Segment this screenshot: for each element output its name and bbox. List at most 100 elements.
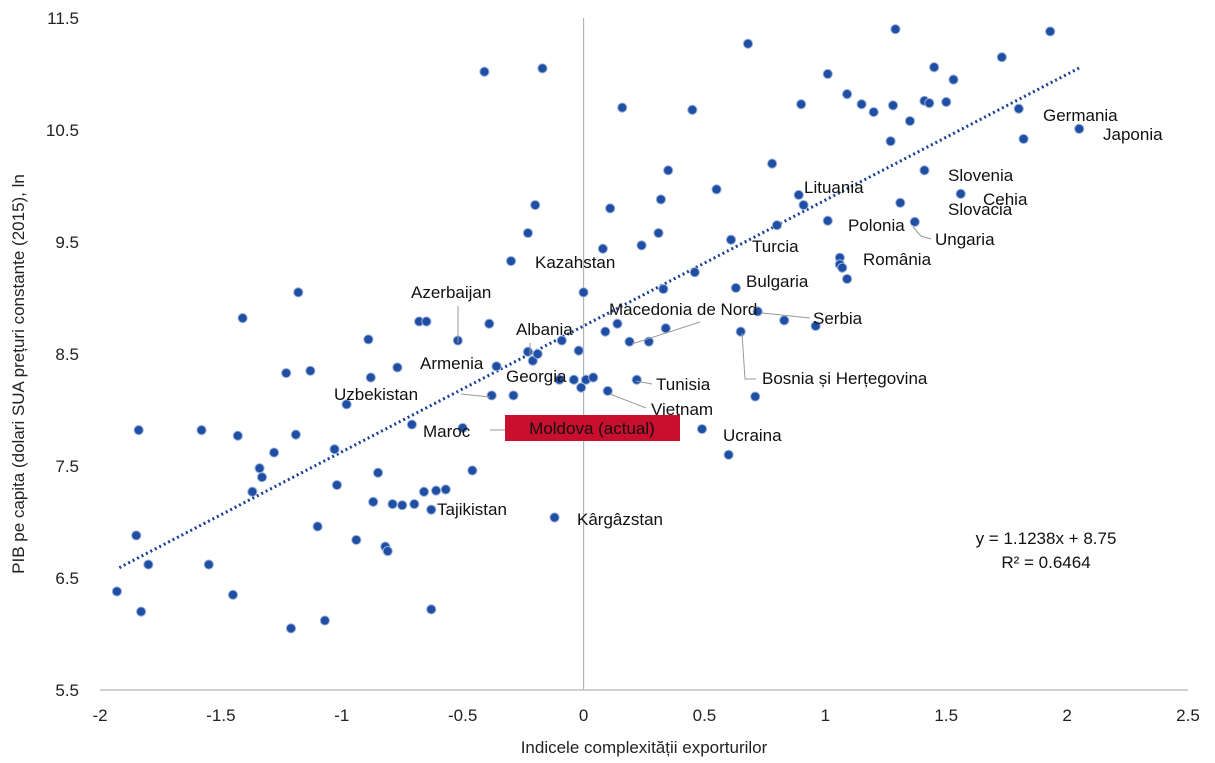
label-leader [635,380,653,385]
data-point [1018,133,1029,145]
x-axis-title: Indicele complexității exporturilor [521,738,768,757]
data-point [111,586,123,597]
data-point [1013,103,1024,114]
country-label: Kazahstan [535,253,615,272]
country-label: Turcia [752,237,799,256]
data-point [532,348,543,360]
label-leader [912,226,932,240]
country-label: Georgia [506,367,567,386]
data-point [655,194,667,205]
x-tick-label: 0.5 [693,706,717,725]
x-tick-label: -0.5 [448,706,477,725]
data-point [203,559,214,570]
country-label: Lituania [804,178,864,197]
data-point [796,99,807,110]
data-point [530,199,541,211]
data-point [285,623,297,634]
data-point [397,500,408,511]
data-point [556,335,567,346]
data-point [929,62,940,73]
x-tick-label: -1.5 [206,706,235,725]
data-point [486,390,497,401]
x-tick-label: 1 [821,706,830,725]
data-point [522,346,534,357]
data-point [636,240,647,251]
data-point [605,203,616,214]
country-label: Azerbaijan [411,283,491,302]
data-point [996,52,1007,63]
data-point [730,282,741,294]
data-point [689,267,700,278]
data-point [549,512,560,523]
data-point [810,320,821,332]
data-point [1045,26,1056,37]
data-point [227,589,239,600]
data-point [798,199,809,211]
x-tick-label: -1 [334,706,349,725]
country-label: Vietnam [651,400,713,419]
data-point [711,184,722,195]
data-point [568,374,579,385]
data-point [941,96,952,108]
country-label: Tunisia [656,375,711,394]
data-point [281,367,292,379]
data-point [658,283,669,295]
data-point [237,313,248,324]
y-tick-label: 11.5 [47,9,79,28]
data-point [617,102,628,113]
country-label: Ungaria [935,230,995,249]
data-point [491,361,502,372]
data-point [752,306,763,317]
data-points [111,24,1085,634]
country-label: Slovacia [948,200,1013,219]
data-point [578,287,589,298]
data-point [663,165,674,176]
trend-line [118,66,1080,569]
data-point [430,485,442,496]
data-point [268,447,280,458]
x-tick-label: 2 [1062,706,1071,725]
data-point [885,136,896,147]
data-point [479,66,490,77]
data-point [312,521,323,532]
data-point [143,559,154,570]
trend-equation: y = 1.1238x + 8.75 [976,529,1117,548]
data-point [305,365,316,376]
data-point [890,24,901,35]
data-point [554,374,565,385]
country-label: Moldova (actual) [529,419,655,438]
data-point [837,262,848,273]
data-point [822,68,833,80]
data-point [421,316,432,327]
label-leader [631,321,701,345]
label-leader-lines [457,226,932,431]
data-point [735,326,746,337]
data-point [319,615,330,626]
data-point [247,486,258,497]
country-label: Kârgâzstan [577,510,663,529]
data-point [256,472,268,483]
data-point [293,287,304,298]
label-leader [761,312,811,319]
country-label: Uzbekistan [334,385,418,404]
country-label: Bosnia și Herțegovina [762,369,928,388]
country-label: Macedonia de Nord [609,300,757,319]
country-label: Tajikistan [437,500,507,519]
data-point [750,391,761,402]
data-point [767,158,778,169]
country-label: Maroc [423,422,471,441]
data-point [418,486,430,497]
data-point [508,390,519,401]
country-label: Armenia [420,354,484,373]
label-leader [460,393,491,398]
data-point [687,104,698,115]
data-point [696,423,708,435]
data-point [290,429,301,440]
y-tick-label: 8.5 [55,345,79,364]
x-tick-label: -2 [92,706,107,725]
data-point [771,220,783,231]
data-point [904,115,916,127]
y-tick-label: 9.5 [55,233,79,252]
data-point [196,425,207,436]
